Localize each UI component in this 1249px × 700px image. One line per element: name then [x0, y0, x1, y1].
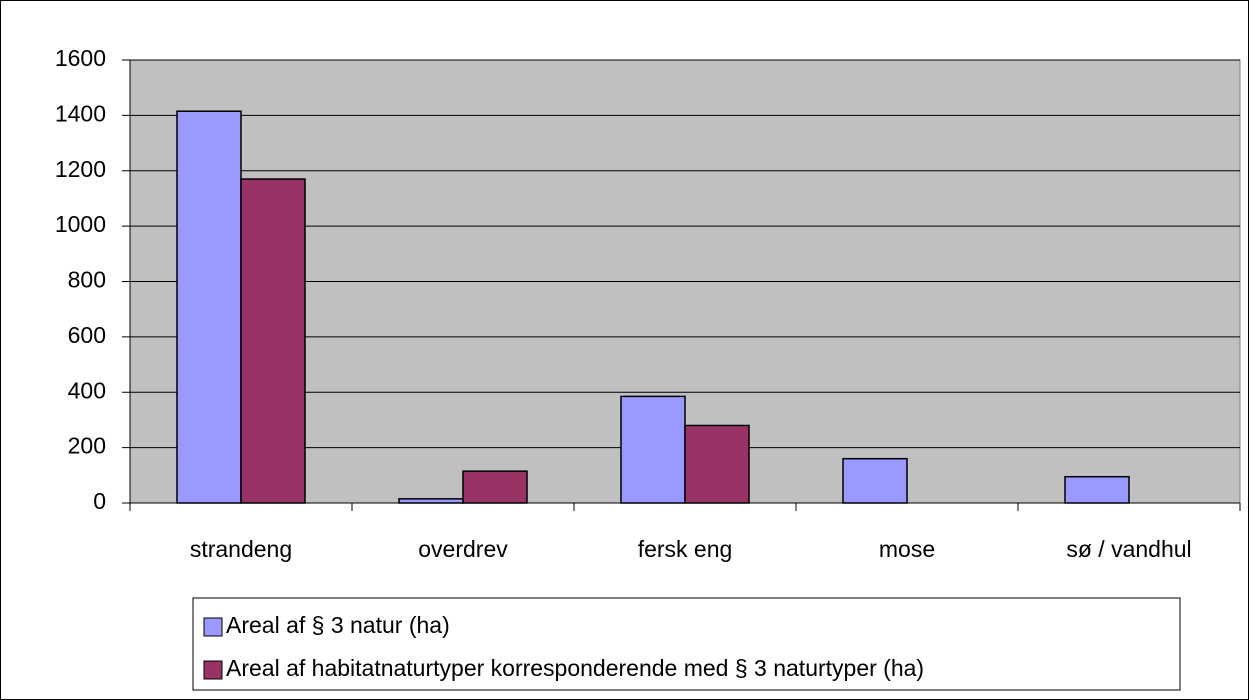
legend-swatch	[203, 617, 223, 637]
bar	[240, 178, 306, 504]
y-tick-label: 1600	[55, 45, 106, 71]
x-tick-label: overdrev	[418, 536, 508, 562]
y-tick-label: 1000	[55, 211, 106, 237]
legend-label: Areal af § 3 natur (ha)	[226, 612, 450, 638]
y-tick-label: 800	[68, 267, 106, 293]
bar	[398, 498, 464, 504]
legend-swatch	[203, 660, 223, 680]
legend-label: Areal af habitatnaturtyper korrespondere…	[226, 655, 924, 681]
bar	[176, 110, 242, 504]
bar	[620, 395, 686, 504]
x-tick-label: mose	[879, 536, 935, 562]
y-tick-label: 600	[68, 322, 106, 348]
y-tick-label: 400	[68, 377, 106, 403]
x-tick-label: strandeng	[190, 536, 292, 562]
y-tick-label: 1400	[55, 100, 106, 126]
x-tick-label: sø / vandhul	[1066, 536, 1191, 562]
legend-box	[192, 597, 1181, 691]
y-tick-label: 0	[93, 488, 106, 514]
y-tick-label: 1200	[55, 156, 106, 182]
bar	[842, 457, 908, 504]
bar	[462, 470, 528, 504]
bar	[1064, 475, 1130, 504]
y-tick-label: 200	[68, 433, 106, 459]
x-tick-label: fersk eng	[638, 536, 733, 562]
bar	[684, 424, 750, 504]
